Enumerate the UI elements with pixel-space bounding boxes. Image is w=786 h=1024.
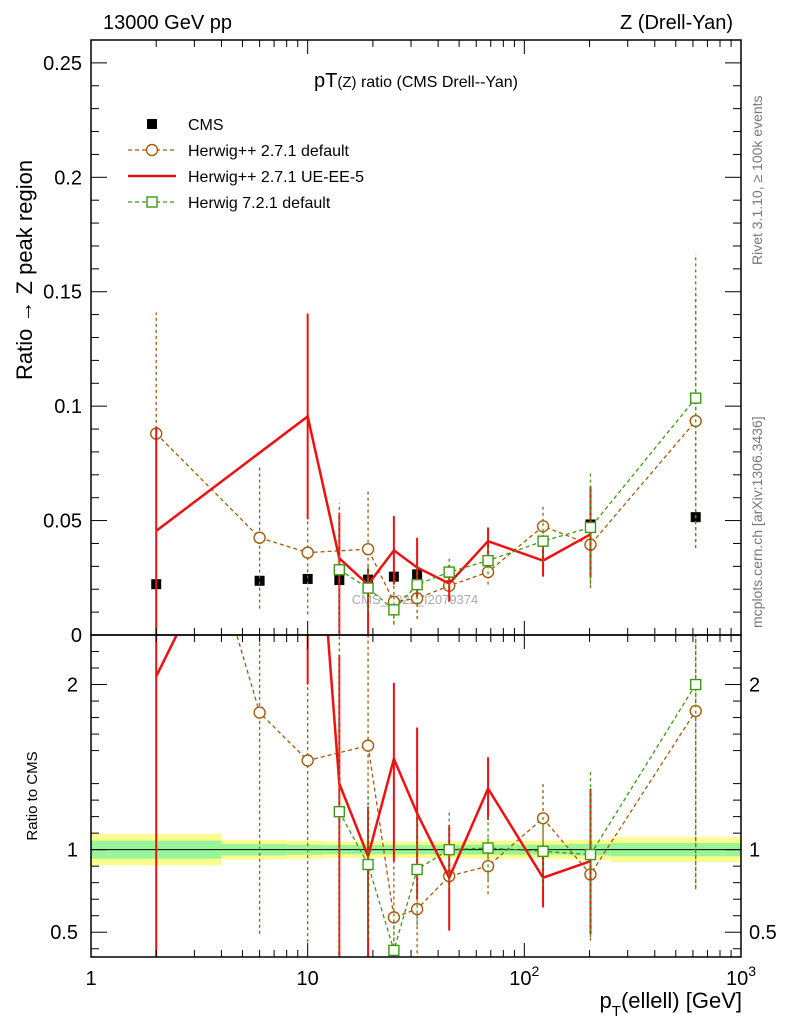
x-tick-label: 102: [509, 963, 539, 990]
axes-group: 1 10 102 103 0 0.05 0.1 0.15 0.2 0.25 0.5 0.5 1 1 2 2: [43, 39, 777, 990]
herwig-2-7-1-default-point: [253, 531, 266, 544]
x-tick-label: 1: [85, 968, 96, 990]
y-tick-label: 0.05: [43, 511, 82, 533]
xlabel-rest: (ellell) [GeV]: [621, 988, 742, 1013]
herwig-2-7-1-default-point: [361, 739, 375, 752]
x-tick-label: 103: [726, 963, 756, 990]
main-series-group: [150, 253, 702, 635]
rivet-version-label: Rivet 3.1.10, ≥ 100k events: [749, 95, 765, 265]
herwig-7-2-1-default-point: [443, 843, 455, 856]
herwig-7-2-1-default-point: [537, 845, 549, 858]
herwig-2-7-1-default-point: [301, 546, 314, 559]
plot-title-main: pT: [314, 70, 337, 92]
plot-title-sub: (Z): [337, 74, 356, 91]
cms-point: [302, 573, 313, 584]
ratio-plot-frame: [90, 634, 742, 958]
herwig-2-7-1-default-point: [410, 902, 424, 916]
herwig-7-2-1-default-point: [690, 678, 702, 691]
ratio-y-tick-label: 0.5: [50, 922, 78, 944]
herwig-2-7-1-default-point: [387, 911, 401, 924]
legend-label-herwig-2-7-1-ue-ee-5: Herwig++ 2.7.1 UE-EE-5: [188, 169, 364, 186]
ratio-ylabel: Ratio to CMS: [24, 751, 41, 840]
plot-title-rest: ratio (CMS Drell--Yan): [357, 74, 519, 91]
herwig-7-2-1-default-point: [388, 944, 400, 957]
cms-point: [254, 575, 265, 586]
legend-marker-cms: [147, 119, 157, 129]
herwig-7-2-1-default-point: [333, 564, 346, 576]
herwig-7-2-1-default-point: [388, 604, 400, 616]
y-tick-label: 0: [71, 625, 82, 647]
legend-label-herwig-2-7-1-default: Herwig++ 2.7.1 default: [188, 143, 350, 160]
y-tick-label: 0.1: [54, 396, 82, 418]
herwig-7-2-1-default-point: [443, 566, 455, 578]
x-tick-label-sup: 2: [532, 963, 540, 979]
y-tick-label: 0.25: [43, 53, 82, 75]
herwig-2-7-1-ue-ee-5-line: [155, 635, 591, 881]
herwig-7-2-1-default-point: [411, 578, 423, 591]
legend-label-cms: CMS: [188, 117, 224, 134]
herwig-2-7-1-default-point: [301, 754, 314, 767]
process-label: Z (Drell-Yan): [620, 12, 733, 34]
ratio-y-tick-label-right: 2: [749, 675, 760, 697]
ratio-series-group: [155, 635, 702, 957]
herwig-7-2-1-default-point: [537, 535, 549, 547]
herwig-7-2-1-default-point: [584, 848, 597, 861]
mcplots-label: mcplots.cern.ch [arXiv:1306.3436]: [749, 416, 765, 628]
energy-label: 13000 GeV pp: [103, 12, 232, 34]
herwig-7-2-1-default-point: [362, 858, 374, 871]
y-tick-label: 0.2: [54, 167, 82, 189]
x-tick-label: 10: [297, 968, 319, 990]
herwig-2-7-1-default-point: [361, 542, 375, 556]
herwig-7-2-1-default-line: [338, 684, 697, 953]
ratio-y-tick-label-right: 1: [749, 840, 760, 862]
herwig-7-2-1-default-point: [584, 521, 597, 534]
herwig-7-2-1-default-point: [690, 392, 702, 404]
ratio-y-tick-label: 2: [67, 675, 78, 697]
herwig-7-2-1-default-point: [362, 582, 374, 594]
main-ylabel: Ratio → Z peak region: [12, 160, 37, 380]
legend: CMS Herwig++ 2.7.1 default Herwig++ 2.7.1 …: [128, 117, 364, 212]
herwig-7-2-1-default-point: [411, 863, 423, 876]
herwig-7-2-1-default-point: [482, 554, 494, 567]
ratio-y-tick-label-right: 0.5: [749, 922, 777, 944]
herwig-2-7-1-default-point: [536, 520, 550, 533]
y-tick-label: 0.15: [43, 282, 82, 304]
herwig-2-7-1-default-point: [253, 706, 266, 719]
herwig-7-2-1-default-point: [333, 805, 346, 818]
legend-label-herwig-7-2-1-default: Herwig 7.2.1 default: [188, 195, 331, 212]
x-axis-label: pT(ellell) [GeV]: [600, 988, 742, 1020]
xlabel-main: p: [600, 988, 612, 1013]
legend-marker-herwig-7-2-1-default: [146, 196, 158, 208]
x-tick-label-sup: 3: [748, 963, 756, 979]
legend-marker-herwig-2-7-1-default: [145, 143, 159, 157]
plot-title: pT(Z) ratio (CMS Drell--Yan): [314, 70, 518, 92]
xlabel-sub: T: [612, 1003, 621, 1020]
ratio-y-tick-label: 1: [67, 840, 78, 862]
herwig-2-7-1-default-line: [155, 420, 697, 603]
herwig-7-2-1-default-point: [482, 842, 494, 854]
